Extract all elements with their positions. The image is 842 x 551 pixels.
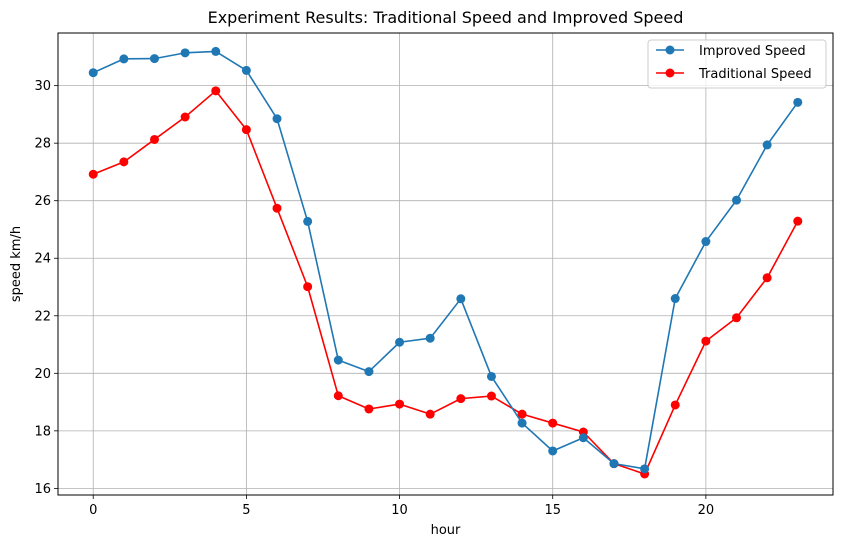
data-point-traditional-speed (395, 399, 405, 409)
data-point-traditional-speed (241, 125, 251, 135)
data-point-improved-speed (241, 65, 251, 75)
legend-label-traditional: Traditional Speed (698, 67, 812, 82)
legend-box (647, 39, 827, 89)
data-point-improved-speed (364, 367, 374, 377)
data-point-improved-speed (793, 97, 803, 107)
y-tick-label: 16 (34, 482, 51, 497)
data-point-improved-speed (701, 237, 711, 247)
data-point-traditional-speed (793, 216, 803, 226)
legend-label-improved: Improved Speed (699, 44, 806, 59)
data-point-improved-speed (180, 48, 190, 58)
series-line-traditional-speed (92, 90, 799, 475)
y-tick-label: 22 (34, 309, 51, 324)
data-point-traditional-speed (211, 86, 221, 96)
data-point-traditional-speed (180, 112, 190, 122)
data-point-improved-speed (578, 433, 588, 443)
data-point-improved-speed (517, 418, 527, 428)
data-point-improved-speed (548, 446, 558, 456)
data-point-improved-speed (456, 294, 466, 304)
x-axis-label: hour (431, 523, 461, 538)
data-point-improved-speed (425, 333, 435, 343)
data-point-traditional-speed (364, 404, 374, 414)
data-point-traditional-speed (119, 157, 129, 167)
data-point-traditional-speed (486, 391, 496, 401)
data-point-traditional-speed (272, 203, 282, 213)
x-tick-label: 15 (544, 503, 561, 518)
data-point-improved-speed (211, 46, 221, 56)
data-point-improved-speed (119, 54, 129, 64)
y-axis-label: speed km/h (9, 226, 24, 302)
data-point-improved-speed (272, 114, 282, 124)
plot-area-frame (57, 32, 834, 496)
grid-lines (58, 33, 833, 495)
data-point-improved-speed (670, 294, 680, 304)
data-point-improved-speed (395, 337, 405, 347)
y-axis: 16 18 20 22 24 26 28 30 (34, 79, 58, 497)
series-line-improved-speed (92, 50, 799, 470)
legend-marker-improved (665, 45, 675, 55)
x-tick-label: 10 (391, 503, 408, 518)
data-point-improved-speed (609, 459, 619, 469)
data-point-improved-speed (333, 355, 343, 365)
data-point-improved-speed (486, 371, 496, 381)
data-point-traditional-speed (149, 134, 159, 144)
series-traditional-speed (88, 86, 803, 479)
y-tick-label: 26 (34, 194, 51, 209)
data-point-traditional-speed (456, 394, 466, 404)
data-point-traditional-speed (517, 409, 527, 419)
y-tick-label: 28 (34, 137, 51, 152)
y-tick-label: 18 (34, 424, 51, 439)
data-point-traditional-speed (732, 313, 742, 323)
y-tick-label: 24 (34, 252, 51, 267)
data-point-traditional-speed (88, 169, 98, 179)
x-tick-label: 0 (89, 503, 97, 518)
data-point-improved-speed (640, 464, 650, 474)
y-tick-label: 30 (34, 79, 51, 94)
data-point-traditional-speed (670, 400, 680, 410)
data-point-traditional-speed (548, 418, 558, 428)
x-tick-label: 5 (242, 503, 250, 518)
legend: Improved Speed Traditional Speed (647, 39, 827, 89)
data-point-traditional-speed (303, 282, 313, 292)
x-axis: 0 5 10 15 20 (89, 495, 714, 518)
y-tick-label: 20 (34, 367, 51, 382)
chart-title: Experiment Results: Traditional Speed an… (208, 8, 684, 27)
data-point-traditional-speed (425, 409, 435, 419)
data-point-traditional-speed (701, 336, 711, 346)
data-point-traditional-speed (762, 273, 772, 283)
data-point-improved-speed (762, 140, 772, 150)
data-point-improved-speed (732, 195, 742, 205)
data-point-improved-speed (88, 68, 98, 78)
x-tick-label: 20 (698, 503, 715, 518)
data-point-traditional-speed (333, 391, 343, 401)
series-improved-speed (88, 46, 803, 474)
data-point-improved-speed (303, 216, 313, 226)
data-point-improved-speed (149, 54, 159, 64)
legend-marker-traditional (665, 68, 675, 78)
series-layer (88, 46, 803, 479)
